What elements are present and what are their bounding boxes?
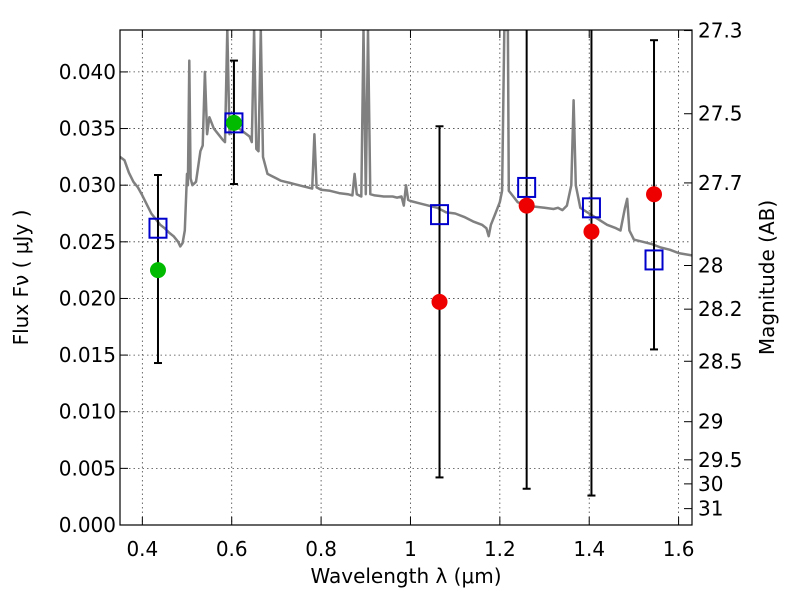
observed-point	[583, 223, 600, 240]
x-tick-label: 1.2	[484, 537, 516, 561]
observed-point	[149, 262, 166, 279]
right-tick-label: 28.2	[698, 297, 743, 321]
y-tick-label: 0.000	[59, 513, 116, 537]
right-tick-label: 30	[698, 472, 723, 496]
spectrum-line	[120, 30, 692, 257]
y-tick-label: 0.010	[59, 400, 116, 424]
y-tick-label: 0.030	[59, 173, 116, 197]
axes-frame	[119, 29, 693, 526]
y-tick-label: 0.005	[59, 456, 116, 480]
right-tick-label: 27.7	[698, 171, 743, 195]
x-axis-title: Wavelength λ (μm)	[310, 564, 501, 588]
y-tick-label: 0.020	[59, 286, 116, 310]
model-photometry-box	[224, 112, 244, 134]
model-photometry-box	[148, 217, 168, 239]
observed-point	[646, 186, 663, 203]
observed-point	[518, 197, 535, 214]
x-tick-label: 0.4	[126, 537, 158, 561]
x-tick-label: 1.6	[663, 537, 695, 561]
x-tick-label: 1	[404, 537, 417, 561]
right-axis-title: Magnitude (AB)	[755, 200, 779, 355]
model-photometry-box	[644, 249, 664, 271]
right-tick-label: 28.5	[698, 349, 743, 373]
y-axis-title: Flux Fν ( μJy )	[9, 210, 33, 346]
model-photometry-box	[430, 204, 450, 226]
right-tick-label: 27.5	[698, 102, 743, 126]
x-tick-label: 0.8	[305, 537, 337, 561]
right-tick-label: 29	[698, 410, 723, 434]
right-tick-label: 28	[698, 254, 723, 278]
model-photometry-box	[581, 197, 601, 219]
x-tick-label: 1.4	[573, 537, 605, 561]
plot-area	[120, 30, 692, 497]
y-tick-label: 0.040	[59, 60, 116, 84]
right-tick-label: 27.3	[698, 19, 743, 43]
y-tick-label: 0.015	[59, 343, 116, 367]
y-tick-label: 0.035	[59, 117, 116, 141]
observed-point	[225, 114, 242, 131]
observed-point	[431, 293, 448, 310]
axis-ticks: 0.4 0.6 0.8 1 1.2 1.4 1.6 0.000 0.005 0.010 0.015 0…	[59, 19, 743, 561]
right-tick-label: 29.5	[698, 448, 743, 472]
x-tick-label: 0.6	[216, 537, 248, 561]
y-tick-label: 0.025	[59, 230, 116, 254]
right-tick-label: 31	[698, 497, 723, 521]
model-photometry-box	[517, 176, 537, 198]
